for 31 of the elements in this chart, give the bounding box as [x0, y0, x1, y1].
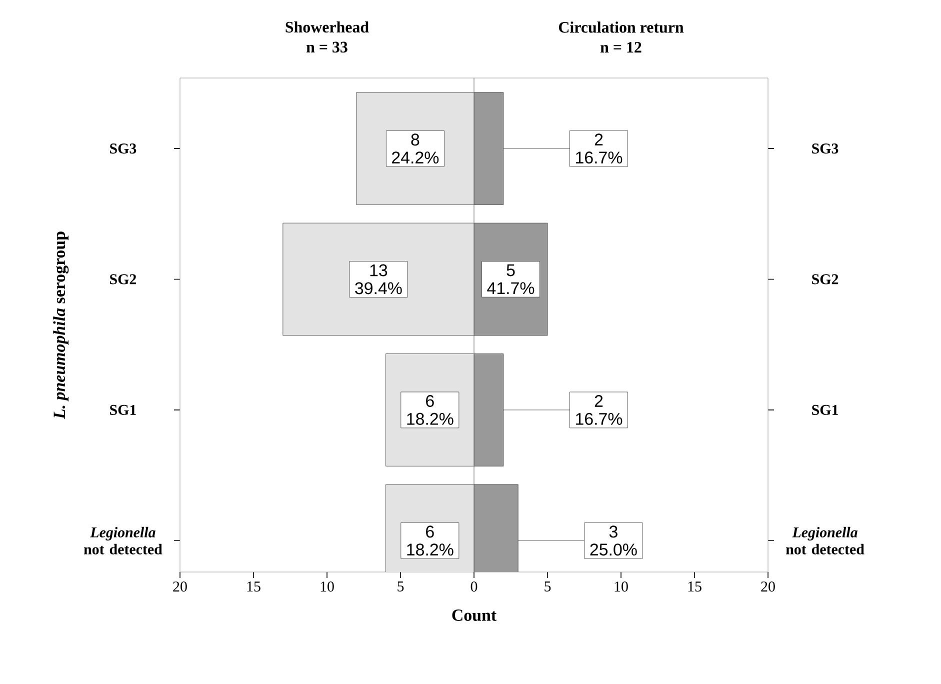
- y-tick-label: SG1: [812, 404, 838, 415]
- data-label: 6 18.2%: [407, 526, 454, 556]
- chart-subtitle: n = 33: [306, 42, 348, 52]
- x-tick-label: 20: [761, 582, 775, 592]
- y-tick-label: SG1: [110, 404, 136, 415]
- chart-title: Showerhead: [286, 21, 369, 33]
- y-tick-label: SG3: [812, 144, 838, 154]
- chart-subtitle: n = 12: [600, 42, 642, 52]
- data-label: 13 39.4%: [355, 264, 402, 294]
- x-tick-label: 20: [173, 582, 187, 592]
- data-label: 2 16.7%: [576, 394, 622, 425]
- x-tick-label: 15: [247, 582, 260, 592]
- y-axis-title: L. pneumophila serogroup: [53, 232, 69, 420]
- x-tick-label: 5: [544, 582, 551, 592]
- data-label: 8 24.2%: [392, 134, 439, 164]
- chart-title: Circulation return: [558, 22, 684, 33]
- x-tick-label: 0: [470, 582, 478, 592]
- x-tick-label: 15: [688, 582, 702, 592]
- data-label: 5 41.7%: [487, 264, 534, 294]
- y-tick-label: SG2: [812, 274, 838, 284]
- y-tick-label: Legionella not detected: [84, 526, 162, 554]
- x-tick-label: 10: [320, 582, 334, 592]
- y-tick-label: SG3: [110, 144, 136, 154]
- y-tick-label: SG2: [110, 274, 136, 284]
- y-tick-label: Legionella not detected: [786, 526, 864, 554]
- data-label: 2 16.7%: [576, 134, 622, 164]
- x-tick-label: 10: [614, 582, 628, 592]
- data-label: 3 25.0%: [590, 526, 637, 556]
- x-axis-title: Count: [452, 610, 497, 621]
- data-label: 6 18.2%: [407, 394, 454, 425]
- x-tick-label: 5: [398, 582, 404, 592]
